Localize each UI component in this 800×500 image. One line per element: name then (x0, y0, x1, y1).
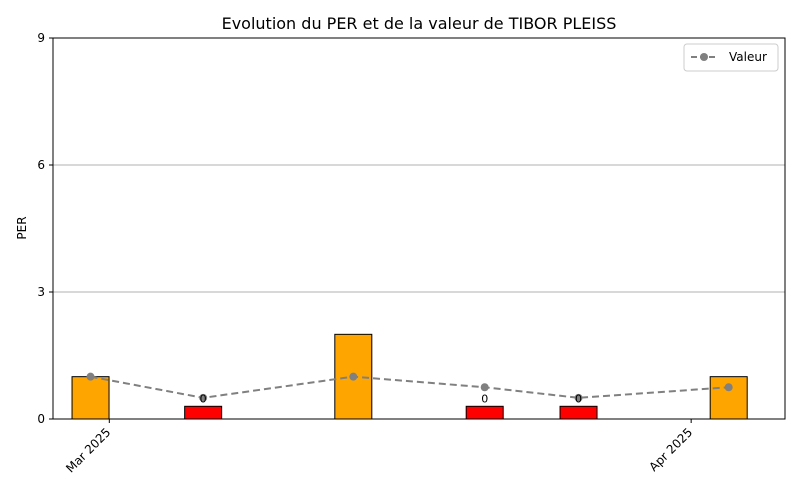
legend: Valeur (683, 43, 779, 72)
valeur-point (724, 383, 733, 392)
bar (184, 405, 223, 420)
bar (709, 376, 748, 420)
bars (71, 333, 748, 420)
valeur-line (90, 375, 729, 399)
bar-value-label: 0 (575, 392, 582, 405)
legend-marker (700, 53, 708, 61)
bar (465, 405, 504, 420)
grid-lines (53, 164, 785, 293)
x-tick-label: Apr 2025 (646, 425, 695, 474)
valeur-point (480, 383, 489, 392)
bar-value-label: 0 (200, 392, 207, 405)
valeur-point (199, 393, 208, 402)
data-labels: 0 0 0 (200, 392, 582, 405)
valeur-point (349, 372, 358, 381)
bar (559, 405, 598, 420)
bar (71, 376, 110, 420)
y-tick-label: 6 (37, 158, 45, 172)
plot-frame (52, 37, 786, 420)
legend-label-valeur: Valeur (729, 50, 767, 64)
y-axis-label: PER (15, 216, 29, 239)
axes: 0 3 6 9 Mar 2025 Apr 2025 (37, 31, 786, 475)
x-tick-label: Mar 2025 (63, 425, 113, 475)
valeur-point (86, 372, 95, 381)
valeur-point (574, 393, 583, 402)
bar-value-label: 0 (481, 392, 488, 405)
valeur-series (86, 372, 733, 402)
y-tick-label: 3 (37, 285, 45, 299)
legend-box (683, 43, 779, 72)
chart-title: Evolution du PER et de la valeur de TIBO… (222, 14, 617, 33)
y-tick-label: 9 (37, 31, 45, 45)
y-tick-label: 0 (37, 412, 45, 426)
